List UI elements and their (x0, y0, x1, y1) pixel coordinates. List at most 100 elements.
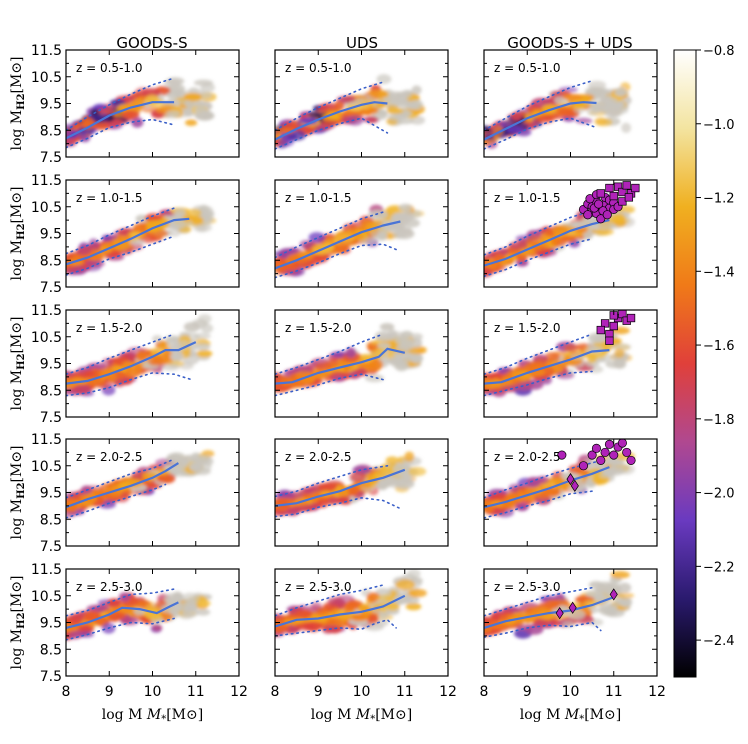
density-blobs (66, 591, 212, 641)
density-blob (599, 97, 618, 104)
y-tick-label: 11.5 (31, 173, 62, 189)
x-tick-label: 10 (353, 684, 371, 700)
x-tick-label: 10 (144, 684, 162, 700)
density-blobs (66, 314, 214, 397)
y-tick-label: 10.5 (31, 589, 62, 605)
density-blob (535, 115, 554, 124)
observation-square (596, 325, 605, 335)
density-blob (135, 87, 150, 97)
density-blob (335, 233, 356, 242)
y-axis-title-main: log M (9, 629, 25, 670)
density-blob (194, 461, 212, 472)
median-line (484, 349, 610, 385)
y-tick-label: 7.5 (40, 539, 62, 555)
density-blob (145, 212, 162, 221)
density-blob (355, 368, 367, 376)
density-blob (294, 609, 313, 619)
density-blob (525, 624, 544, 635)
density-blob (411, 85, 422, 95)
y-tick-label: 7.5 (40, 150, 62, 166)
upper-percentile-line (275, 333, 384, 375)
observation-circle (594, 199, 604, 209)
y-tick-label: 8.5 (40, 253, 62, 269)
panel-r4-c1: z = 2.5-3.0 (274, 568, 449, 677)
density-blob (165, 91, 181, 99)
upper-percentile-line (275, 465, 389, 498)
density-blob (200, 323, 214, 334)
density-map (66, 450, 215, 519)
density-blob (404, 451, 415, 462)
y-tick-label: 9.5 (40, 616, 62, 632)
density-blob (163, 78, 181, 89)
density-map (275, 74, 426, 150)
density-blob (193, 332, 211, 340)
y-tick-label: 9.5 (40, 357, 62, 373)
y-tick-label: 7.5 (40, 280, 62, 296)
density-blob (375, 347, 386, 358)
panel-r0-c1: z = 0.5-1.0 (274, 49, 449, 158)
panel-r3-c0: z = 2.0-2.5 (65, 438, 240, 547)
density-blob (540, 366, 555, 378)
observation-square (631, 183, 640, 193)
x-axis-title-unit: [M⊙] (375, 707, 412, 723)
density-blobs (275, 203, 425, 277)
density-map (66, 204, 217, 276)
density-blob (538, 475, 550, 484)
redshift-label: z = 2.5-3.0 (285, 580, 351, 594)
density-blob (510, 111, 522, 121)
density-blob (366, 107, 379, 115)
density-blob (194, 343, 211, 351)
density-map (484, 439, 636, 519)
median-line (275, 468, 406, 507)
density-blob (135, 350, 148, 362)
density-blob (408, 99, 424, 111)
density-blob (196, 349, 213, 358)
y-axis-title-unit: [M⊙] (9, 56, 25, 93)
lower-percentile-line (275, 243, 397, 279)
density-blob (191, 216, 204, 225)
x-tick-label: 10 (562, 684, 580, 700)
density-blob (196, 224, 208, 232)
observation-circle (591, 443, 601, 453)
density-blob (136, 601, 147, 609)
observation-square (596, 189, 605, 198)
y-axis-title-main: log M (9, 240, 25, 281)
observation-circle (609, 450, 619, 460)
density-blob (76, 247, 92, 255)
colorbar-tick-label: −1.2 (703, 192, 735, 207)
density-blob (101, 234, 112, 242)
y-axis-title-unit: [M⊙] (9, 186, 25, 223)
density-blob (610, 213, 626, 224)
y-axis-title-unit: [M⊙] (9, 575, 25, 612)
y-axis-title-sub: H2 (16, 612, 27, 628)
density-blob (308, 232, 326, 243)
y-tick-label: 10.5 (31, 200, 62, 216)
redshift-label: z = 1.5-2.0 (494, 321, 560, 335)
observation-circle (626, 455, 636, 465)
observation-square (609, 321, 618, 331)
observation-square (605, 183, 614, 193)
median-line (484, 101, 597, 141)
upper-percentile-line (275, 211, 384, 259)
density-blob (200, 82, 216, 93)
colorbar-tick-label: −1.6 (703, 339, 735, 354)
observation-circle (596, 214, 606, 224)
density-map (66, 314, 214, 397)
panel-r2-c1: z = 1.5-2.0 (274, 309, 449, 418)
density-blob (193, 111, 211, 120)
y-tick-label: 10.5 (31, 70, 62, 86)
y-axis-title-sub: H2 (16, 223, 27, 239)
observation-diamond (570, 479, 579, 492)
density-blob (74, 385, 92, 394)
median-line (66, 462, 179, 509)
median-line (484, 466, 610, 509)
density-blob (174, 208, 186, 217)
panel-r4-c2: z = 2.5-3.0 (483, 568, 658, 677)
redshift-label: z = 2.5-3.0 (76, 580, 142, 594)
lower-percentile-line (66, 617, 175, 641)
median-line (275, 220, 401, 270)
density-blob (86, 604, 107, 613)
density-blob (124, 362, 144, 373)
density-blob (364, 374, 385, 383)
